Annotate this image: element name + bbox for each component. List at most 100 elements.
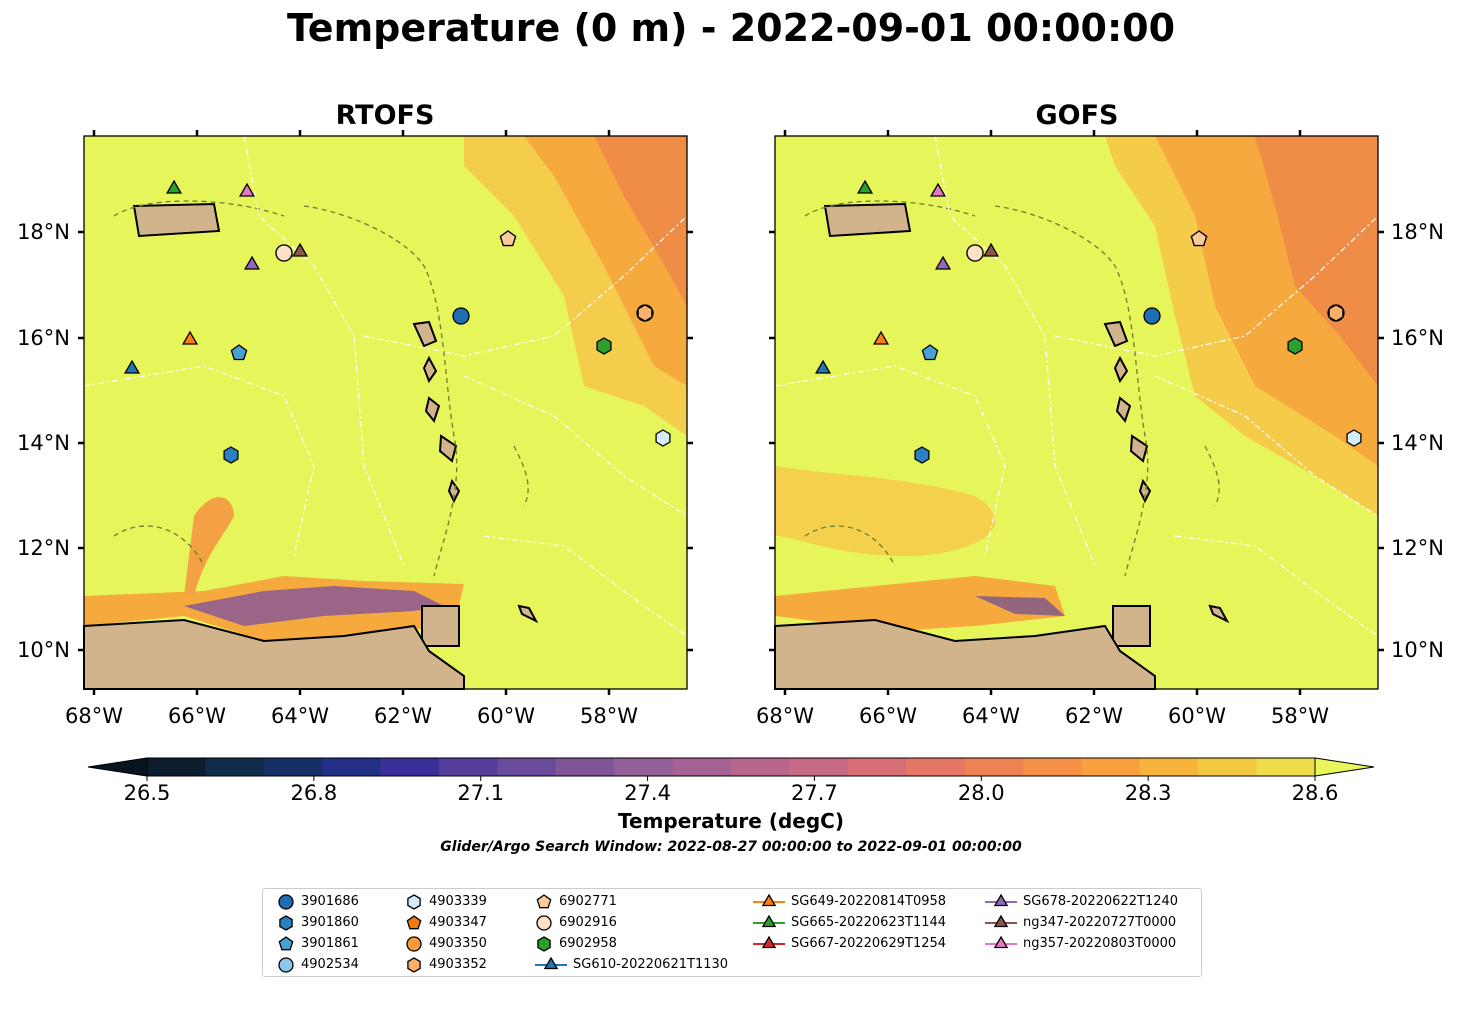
guadeloupe xyxy=(1103,320,1129,348)
map-frame xyxy=(83,135,688,690)
legend-label: 4903347 xyxy=(429,914,487,930)
x-tick-label: 66°W xyxy=(168,704,226,728)
colorbar-tick-label: 28.0 xyxy=(958,781,1005,800)
legend-label: 6902958 xyxy=(559,935,617,951)
eddy-filament xyxy=(184,497,234,596)
legend-label: 3901686 xyxy=(301,893,359,909)
colorbar-cell xyxy=(147,758,206,776)
bathymetry-contours xyxy=(113,200,529,577)
x-tick-label: 64°W xyxy=(962,704,1020,728)
legend-label: 4903352 xyxy=(429,956,487,972)
search-window-caption: Glider/Argo Search Window: 2022-08-27 00… xyxy=(440,839,1022,855)
legend-marker-icon xyxy=(536,894,552,909)
colorbar-tick-label: 27.1 xyxy=(457,781,504,800)
legend-item: 4903350 xyxy=(405,933,487,953)
float-marker xyxy=(1143,307,1161,325)
colorbar-cell xyxy=(1198,758,1258,776)
legend-label: SG667-20220629T1254 xyxy=(791,935,947,951)
legend-item: 4902534 xyxy=(277,954,359,974)
st-vincent xyxy=(447,478,461,504)
martinique xyxy=(424,396,441,424)
float-marker xyxy=(291,242,309,257)
eez-boundaries xyxy=(774,135,1379,637)
colorbar-cell xyxy=(263,758,323,776)
colorbar-cell xyxy=(847,758,907,776)
coastal-cool-band xyxy=(975,596,1065,616)
legend-item: 6902958 xyxy=(535,933,617,953)
legend-item: 6902771 xyxy=(535,891,617,911)
legend-marker-icon xyxy=(278,957,294,973)
legend-marker-icon xyxy=(753,893,785,907)
colorbar-cell xyxy=(906,758,966,776)
float-marker xyxy=(934,255,952,270)
legend-item: 3901860 xyxy=(277,912,359,932)
legend-marker xyxy=(278,894,294,910)
puerto-rico xyxy=(823,202,912,238)
coastal-cool-band xyxy=(184,586,444,626)
float-marker xyxy=(856,179,874,194)
colorbar-cell xyxy=(1081,758,1141,776)
legend-item: SG665-20220623T1144 xyxy=(753,912,946,932)
legend-label: SG678-20220622T1240 xyxy=(1023,893,1179,909)
float-marker xyxy=(181,330,199,345)
legend-item: SG610-20220621T1130 xyxy=(535,954,728,974)
trinidad xyxy=(1112,605,1151,647)
x-tick-label: 62°W xyxy=(374,704,432,728)
y-tick-label: 16°N xyxy=(17,326,70,350)
legend-marker-icon xyxy=(535,956,567,970)
colorbar-cell xyxy=(789,758,849,776)
bathymetry-contours xyxy=(804,200,1220,577)
legend-label: 6902771 xyxy=(559,893,617,909)
float-marker xyxy=(275,244,293,262)
legend-marker-icon xyxy=(407,957,421,973)
float-marker xyxy=(165,179,183,194)
legend-marker xyxy=(279,915,293,931)
colorbar-label: Temperature (degC) xyxy=(618,809,844,833)
float-marker xyxy=(238,182,256,197)
guadeloupe xyxy=(412,320,438,348)
legend-marker-icon xyxy=(537,936,551,952)
legend-marker-icon xyxy=(985,914,1017,928)
legend-marker-icon xyxy=(407,894,421,910)
legend-label: 4903350 xyxy=(429,935,487,951)
legend-label: SG665-20220623T1144 xyxy=(791,914,947,930)
colorbar-cell xyxy=(672,758,732,776)
x-tick-label: 58°W xyxy=(1271,704,1329,728)
colorbar-tick-label: 28.6 xyxy=(1292,781,1339,800)
legend-item: 4903339 xyxy=(405,891,487,911)
x-tick-label: 62°W xyxy=(1065,704,1123,728)
rtofs-map: 68°W 66°W 64°W 62°W 60°W 58°W 18°N 16°N 14°N 12°… xyxy=(17,130,693,728)
legend-marker xyxy=(761,914,777,928)
dominica xyxy=(1113,355,1129,384)
y-tick-label: 14°N xyxy=(1391,431,1444,455)
st-lucia xyxy=(438,434,458,463)
y-tick-label: 18°N xyxy=(17,220,70,244)
colorbar-cell xyxy=(1023,758,1082,776)
legend-item: 6902916 xyxy=(535,912,617,932)
float-marker xyxy=(1287,337,1303,355)
coastal-warm-band xyxy=(775,576,1065,631)
legend-marker-icon xyxy=(406,936,422,952)
legend-marker xyxy=(537,936,551,952)
legend-item: 3901686 xyxy=(277,891,359,911)
legend-item: 4903352 xyxy=(405,954,487,974)
float-marker xyxy=(499,230,517,247)
y-tick-label: 10°N xyxy=(1391,638,1444,662)
legend-marker xyxy=(406,915,422,930)
legend-marker xyxy=(536,915,552,931)
legend-marker xyxy=(278,957,294,973)
legend-marker xyxy=(761,935,777,949)
legend-label: 3901861 xyxy=(301,935,359,951)
hot-water-region xyxy=(1255,136,1378,386)
x-tick-label: 60°W xyxy=(1168,704,1226,728)
colorbar-tick-label: 28.3 xyxy=(1125,781,1172,800)
legend-item: SG649-20220814T0958 xyxy=(753,891,946,911)
colorbar-cell xyxy=(497,758,557,776)
float-marker xyxy=(596,337,612,355)
colorbar-tick-label: 26.8 xyxy=(290,781,337,800)
x-tick-label: 60°W xyxy=(477,704,535,728)
panel-title-rtofs: RTOFS xyxy=(335,100,435,131)
trinidad xyxy=(421,605,460,647)
figure-title: Temperature (0 m) - 2022-09-01 00:00:00 xyxy=(286,6,1176,50)
float-marker xyxy=(929,182,947,197)
